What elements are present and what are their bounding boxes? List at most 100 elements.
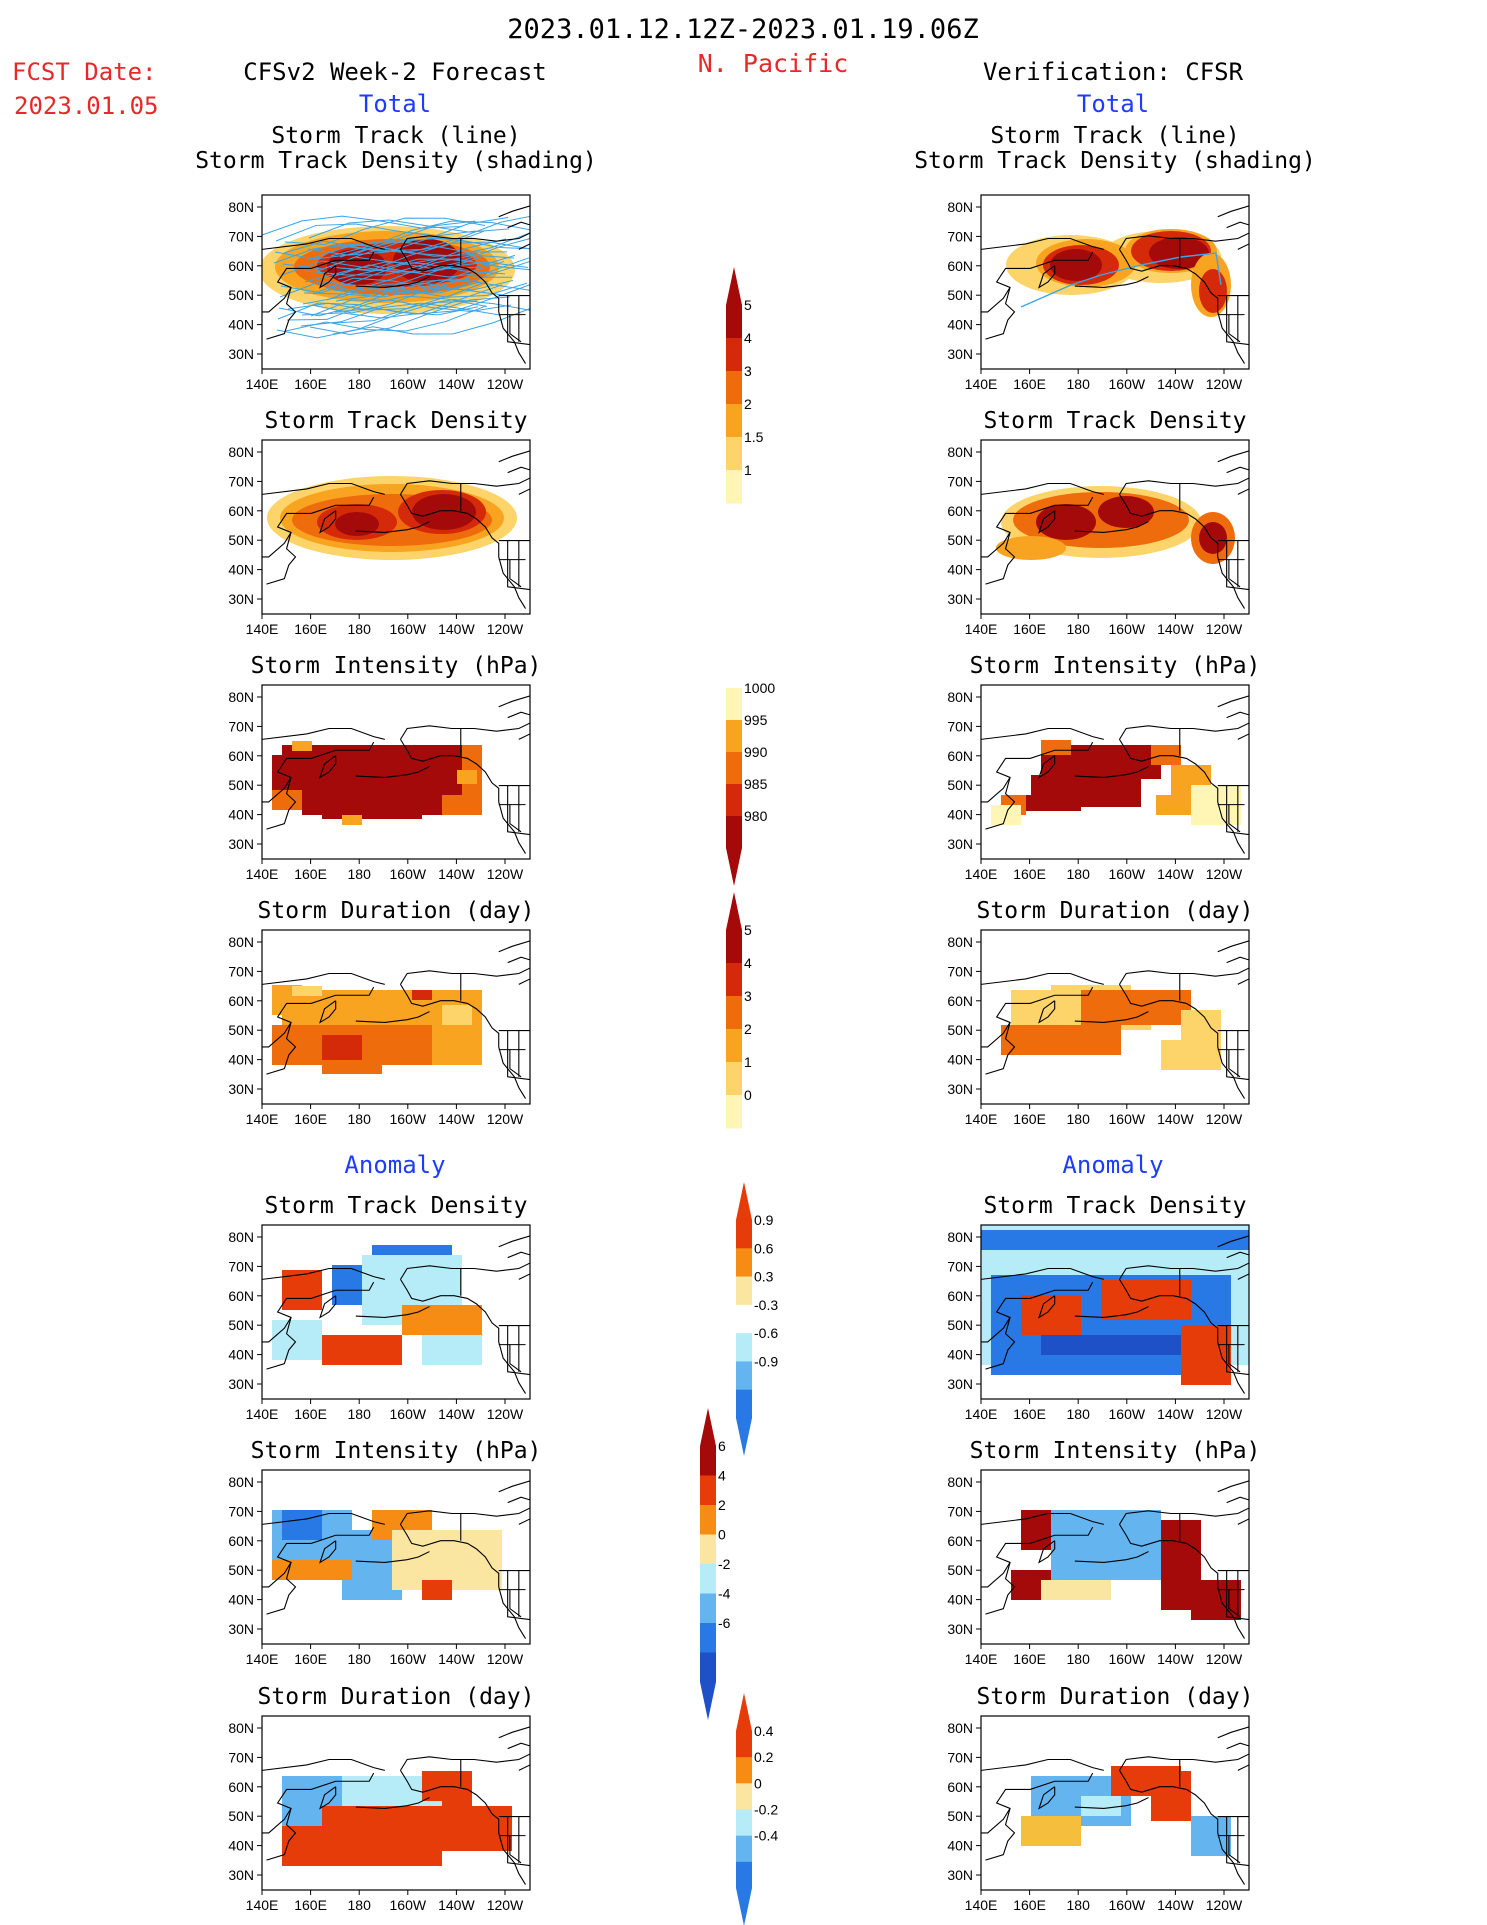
- lon-tick-label: 160E: [294, 1111, 327, 1127]
- colorbar-tick-label: 0: [718, 1527, 726, 1543]
- lat-tick-label: 70N: [947, 1749, 973, 1765]
- left-column-title: CFSv2 Week-2 Forecast: [243, 58, 546, 86]
- colorbar-tick-label: 0.6: [754, 1240, 774, 1256]
- colorbar-tick-label: 2: [718, 1497, 726, 1513]
- map-field: [981, 1726, 1249, 1885]
- lat-tick-label: 50N: [228, 1808, 254, 1824]
- colorbar-arrow: [736, 1693, 752, 1731]
- panel-title: Storm Duration (day): [258, 1684, 535, 1710]
- coastline: [981, 1267, 1104, 1280]
- colorbar-tick-label: 4: [718, 1468, 726, 1484]
- lon-tick-label: 160E: [1013, 376, 1046, 392]
- panel-title: Storm Track Density: [983, 1193, 1246, 1219]
- map-frame: [980, 194, 1250, 370]
- lat-tick-label: 40N: [947, 807, 973, 823]
- coastline: [507, 711, 530, 719]
- coastline: [507, 221, 530, 229]
- coastline: [1038, 1540, 1056, 1564]
- map-frame: [261, 929, 531, 1105]
- panel-title: Storm Duration (day): [977, 1684, 1254, 1710]
- coastline: [1038, 265, 1056, 289]
- coastline: [1237, 243, 1249, 250]
- grid-cell: [342, 815, 362, 825]
- lon-tick-label: 180: [1067, 621, 1091, 637]
- density-contour: [996, 536, 1066, 560]
- coastline: [1237, 488, 1249, 495]
- map-frame: [261, 1224, 531, 1400]
- lon-tick-label: 160E: [1013, 1111, 1046, 1127]
- lat-tick-label: 80N: [947, 934, 973, 950]
- period-title: 2023.01.12.12Z-2023.01.19.06Z: [507, 14, 978, 45]
- lon-tick-label: 160E: [294, 621, 327, 637]
- lat-tick-label: 70N: [947, 1503, 973, 1519]
- lat-tick-label: 80N: [228, 1474, 254, 1490]
- lat-tick-label: 60N: [947, 993, 973, 1009]
- coastline: [518, 733, 530, 740]
- coastline: [507, 1816, 530, 1867]
- grid-cell: [272, 790, 302, 810]
- colorbar-segment: [726, 1062, 742, 1096]
- coastline: [262, 727, 385, 740]
- coastline: [981, 251, 1094, 313]
- coastline: [498, 695, 530, 708]
- lat-tick-label: 40N: [228, 1592, 254, 1608]
- storm-track-line: [300, 302, 502, 327]
- lon-tick-label: 140W: [438, 1111, 475, 1127]
- lon-tick-label: 160E: [1013, 1651, 1046, 1667]
- lon-tick-label: 180: [1067, 376, 1091, 392]
- lat-tick-label: 30N: [228, 1867, 254, 1883]
- lon-tick-label: 180: [1067, 1897, 1091, 1913]
- storm-track-line: [308, 219, 510, 239]
- lat-tick-label: 40N: [947, 1592, 973, 1608]
- colorbar-arrow: [726, 267, 742, 305]
- colorbar-segment: [700, 1564, 716, 1594]
- lon-tick-label: 120W: [1206, 1406, 1243, 1422]
- lat-tick-label: 40N: [947, 1838, 973, 1854]
- coastline: [399, 477, 530, 495]
- lon-tick-label: 140E: [246, 1406, 279, 1422]
- grid-cell: [272, 1560, 352, 1580]
- lon-tick-label: 180: [348, 1897, 372, 1913]
- lon-tick-label: 120W: [487, 1897, 524, 1913]
- grid-cell: [422, 1335, 482, 1365]
- coastline: [507, 1325, 530, 1376]
- density-contour: [412, 494, 476, 530]
- right-column-title: Verification: CFSR: [983, 58, 1244, 86]
- grid-cell: [282, 1510, 322, 1540]
- coastline: [262, 237, 385, 250]
- colorbar-segment: [736, 1861, 752, 1889]
- coastline: [1226, 785, 1249, 836]
- storm-track-line: [327, 261, 529, 296]
- coastline: [1118, 1524, 1246, 1639]
- coastline: [985, 1808, 1016, 1861]
- lon-tick-label: 160W: [1109, 1651, 1146, 1667]
- lon-tick-label: 180: [1067, 866, 1091, 882]
- colorbar-segment: [736, 1835, 752, 1863]
- coastline: [1237, 978, 1249, 985]
- coastline: [518, 243, 530, 250]
- map-frame: [980, 1469, 1250, 1645]
- coastline: [399, 1770, 527, 1885]
- map-panels: 80N 70N 60N 50N 40N 30N 140E 160E 180 160W 140W 120…: [195, 123, 1316, 1913]
- map-panel: 80N 70N 60N 50N 40N 30N 140E 160E 180 160W 140W 120…: [228, 194, 531, 392]
- lon-tick-label: 120W: [1206, 1651, 1243, 1667]
- colorbar-segment: [726, 338, 742, 372]
- coastline: [981, 1281, 1094, 1343]
- storm-track-line: [310, 299, 512, 317]
- lon-tick-label: 160E: [1013, 1897, 1046, 1913]
- lat-tick-label: 50N: [947, 1317, 973, 1333]
- coastline: [1228, 804, 1241, 833]
- coastline: [355, 766, 430, 778]
- lat-tick-label: 60N: [947, 1533, 973, 1549]
- coastline: [1074, 276, 1149, 288]
- density-contour: [1098, 496, 1154, 528]
- coastline: [509, 1344, 522, 1373]
- coastline: [355, 1011, 430, 1023]
- lat-tick-label: 60N: [947, 1288, 973, 1304]
- lat-tick-label: 50N: [947, 1022, 973, 1038]
- lon-tick-label: 140E: [965, 1651, 998, 1667]
- lon-tick-label: 160E: [294, 1897, 327, 1913]
- coastline: [1226, 295, 1249, 346]
- lon-tick-label: 140W: [438, 621, 475, 637]
